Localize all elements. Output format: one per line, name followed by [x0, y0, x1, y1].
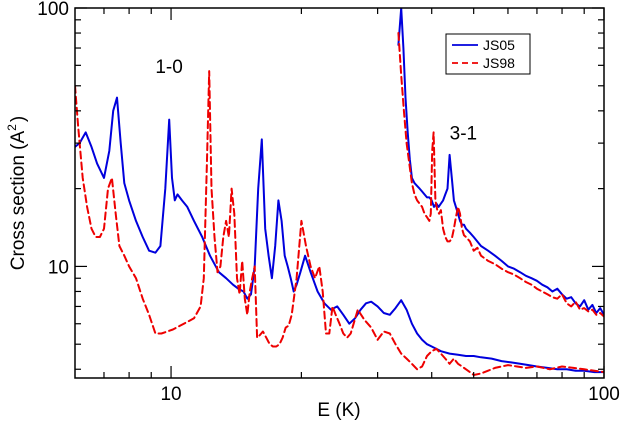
series-line-js05-3-1 [397, 8, 604, 316]
annotation-label: 1-0 [155, 57, 182, 78]
series-line-js05-1-0 [75, 96, 604, 374]
series-line-js98-1-0 [75, 70, 604, 376]
x-tick-label: 100 [588, 384, 620, 405]
x-tick-label: 10 [160, 384, 181, 405]
legend-label-js05: JS05 [483, 37, 515, 53]
y-tick-label: 100 [37, 0, 69, 20]
y-tick-label: 10 [48, 257, 69, 278]
legend-label-js98: JS98 [483, 55, 515, 71]
legend: JS05 JS98 [445, 33, 531, 75]
plot-frame [74, 7, 605, 379]
annotation-label: 3-1 [450, 123, 477, 144]
y-axis-label: Cross section (A2) [5, 116, 29, 270]
x-axis-label: E (K) [317, 400, 360, 421]
series-line-js98-3-1 [397, 32, 604, 318]
legend-box [445, 33, 531, 75]
